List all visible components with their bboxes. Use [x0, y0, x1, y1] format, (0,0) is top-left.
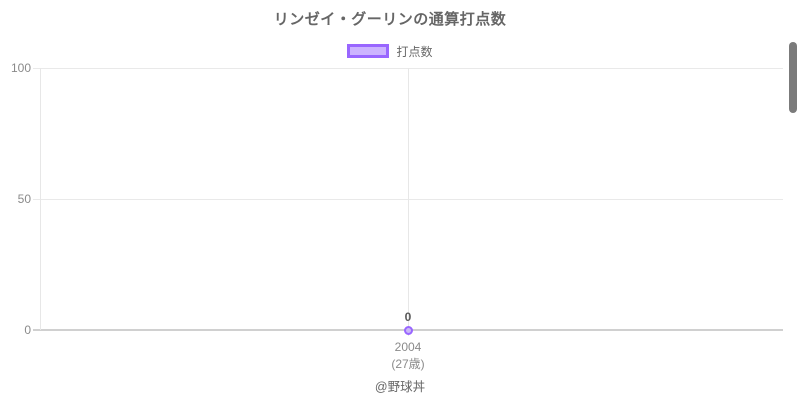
legend-item[interactable]: 打点数	[0, 43, 780, 59]
gridline-y-100	[40, 68, 783, 69]
y-tick-label-50: 50	[17, 192, 31, 206]
data-point[interactable]	[404, 326, 413, 335]
watermark-credit: @野球丼	[374, 380, 426, 394]
data-point-value-label: 0	[404, 310, 412, 324]
y-tick-mark-50	[33, 199, 40, 200]
legend-color-swatch	[347, 44, 390, 58]
y-tick-mark-100	[33, 68, 40, 69]
y-axis-line	[40, 68, 41, 330]
y-tick-label-100: 100	[10, 61, 31, 75]
scrollbar-thumb[interactable]	[789, 42, 797, 113]
legend-label: 打点数	[396, 44, 433, 59]
chart-title: リンゼイ・グーリンの通算打点数	[273, 11, 507, 28]
y-tick-label-0: 0	[24, 323, 31, 337]
gridline-y-50	[40, 199, 783, 200]
x-tick-label-age: (27歳)	[391, 357, 425, 371]
gridline-x-2004	[408, 68, 409, 336]
x-tick-label-year: 2004	[394, 340, 422, 354]
